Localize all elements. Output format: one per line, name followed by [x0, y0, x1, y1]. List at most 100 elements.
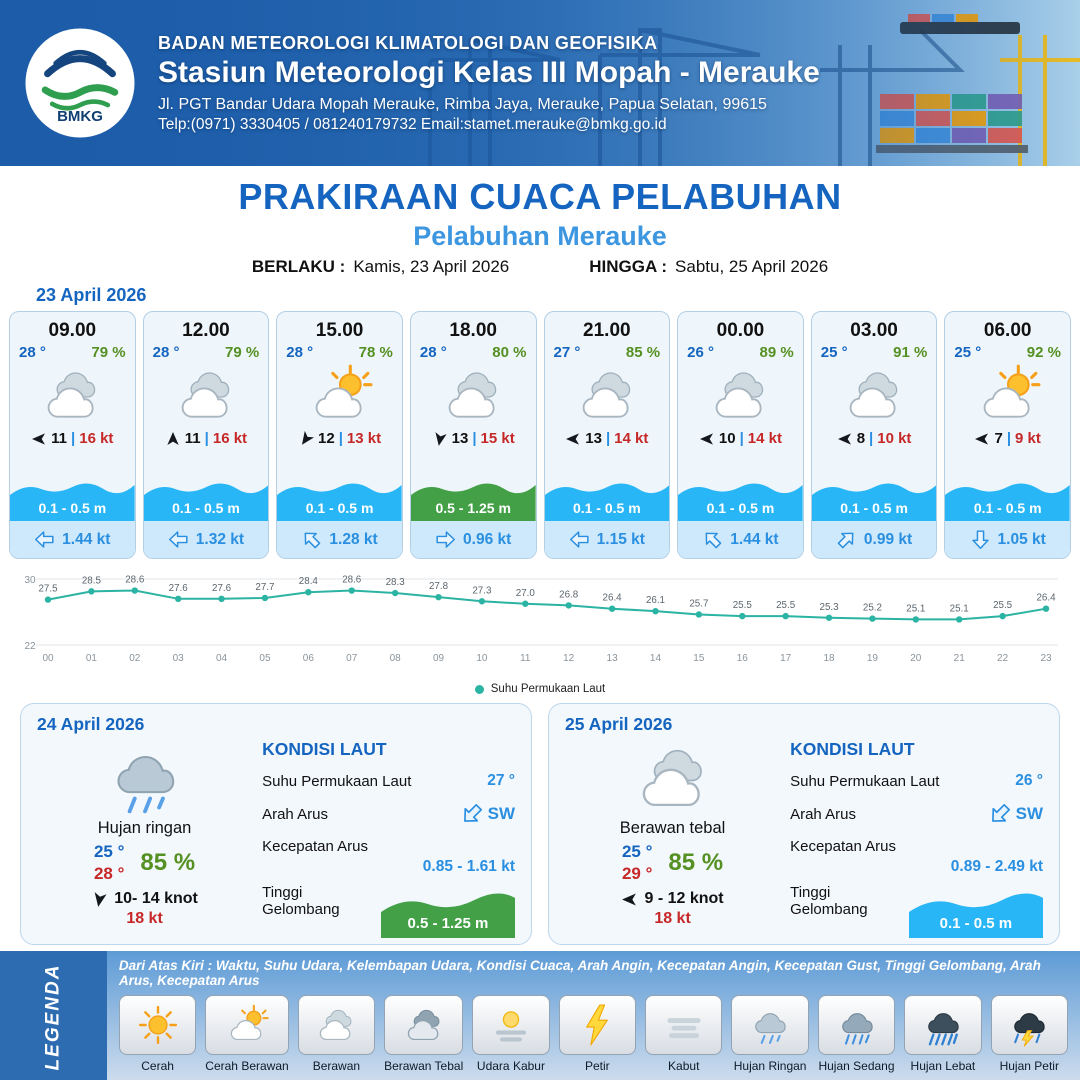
legend-weather-icon [990, 995, 1068, 1055]
wave-height: 0.1 - 0.5 m [38, 500, 107, 516]
wind-speed: 11 [184, 430, 201, 447]
current-direction-icon [970, 529, 991, 550]
sst-line-chart: 30 22 27.5 00 28.5 01 28.6 02 27.6 03 27.6 04 27.7 05… [24, 575, 1058, 664]
legend-item: Kabut [645, 995, 723, 1073]
current-row: 1.32 kt [143, 521, 269, 558]
current-speed-label: Kecepatan Arus [790, 838, 897, 855]
legend-marker-icon [474, 684, 484, 694]
legend-items-row: Cerah Cerah Berawan Berawan Berawan Teba… [118, 995, 1068, 1073]
forecast-time: 09.00 [48, 320, 97, 341]
wind-direction-icon [565, 431, 581, 447]
wave-height-band: 0.1 - 0.5 m [544, 475, 670, 521]
current-speed: 1.28 kt [329, 530, 378, 548]
separator: | [338, 430, 343, 447]
current-direction-icon [988, 802, 1012, 826]
hourly-forecast-card: 12.00 28 ° 79 % 11 | 16 kt 0.1 - 0.5 m 1… [142, 311, 270, 559]
legend-weather-icon [384, 995, 464, 1055]
sst-label: Suhu Permukaan Laut [790, 772, 940, 790]
station-contact: Telp:(0971) 3330405 / 081240179732 Email… [158, 115, 667, 133]
daily-temps-row: 25 ° 29 ° 85 % [622, 842, 723, 884]
validity-row: BERLAKU : Kamis, 23 April 2026 HINGGA : Sa… [0, 257, 1080, 277]
wind-speed: 10 [718, 430, 736, 447]
daily-gust: 18 kt [126, 910, 163, 927]
sea-conditions-title: KONDISI LAUT [262, 739, 387, 759]
wave-height: 0.1 - 0.5 m [973, 500, 1042, 516]
daily-weather-icon [95, 737, 195, 819]
current-direction-label: Arah Arus [790, 805, 856, 823]
current-speed: 1.44 kt [730, 530, 779, 548]
legend-item: Cerah [118, 995, 197, 1073]
separator: | [204, 430, 209, 447]
wind-direction-icon [165, 431, 181, 447]
valid-until-value: Sabtu, 25 April 2026 [675, 257, 829, 276]
air-temperature: 25 ° [954, 344, 982, 361]
legend-item: Hujan Ringan [731, 995, 809, 1073]
svg-text:21: 21 [954, 653, 966, 664]
wave-height-graphic: 0.5 - 1.25 m [380, 888, 515, 938]
daily-date: 24 April 2026 [37, 714, 145, 734]
svg-text:27.3: 27.3 [472, 585, 492, 596]
legend-label: Petir [584, 1059, 610, 1073]
daily-wind-range: 10- 14 knot [114, 890, 198, 907]
svg-text:25.1: 25.1 [906, 603, 925, 614]
svg-text:01: 01 [86, 653, 98, 664]
legend-weather-icon [205, 995, 289, 1055]
daily-temp-min: 25 ° [93, 842, 125, 861]
wind-row: 11 | 16 kt [165, 430, 247, 447]
legend-item: Hujan Sedang [817, 995, 896, 1073]
svg-text:27.8: 27.8 [429, 581, 449, 592]
daily-wind-range: 9 - 12 knot [644, 890, 724, 907]
legend-item: Udara Kabur [472, 995, 550, 1073]
wave-height-value: 0.5 - 1.25 m [407, 915, 489, 932]
wind-direction-icon [91, 891, 108, 908]
daily-weather-column: Berawan tebal 25 ° 29 ° 85 % 9 - 12 knot… [565, 737, 780, 944]
legend-weather-icon [731, 995, 809, 1055]
forecast-date: 23 April 2026 [36, 285, 147, 305]
port-name: Pelabuhan Merauke [413, 221, 667, 251]
legend-label: Cerah [141, 1059, 174, 1073]
svg-text:11: 11 [520, 653, 531, 664]
svg-text:09: 09 [433, 653, 445, 664]
air-temperature: 25 ° [820, 344, 848, 361]
svg-text:27.7: 27.7 [255, 582, 274, 593]
sea-conditions-title: KONDISI LAUT [790, 739, 915, 759]
current-direction-icon [301, 529, 322, 550]
weather-condition-icon [703, 362, 777, 428]
air-temperature: 26 ° [687, 344, 714, 361]
current-speed-value: 0.85 - 1.61 kt [422, 858, 515, 875]
hourly-forecast-card: 18.00 28 ° 80 % 13 | 15 kt 0.5 - 1.25 m … [409, 311, 537, 559]
wind-direction-icon [974, 431, 990, 447]
daily-temp-max: 28 ° [93, 864, 125, 883]
legend-description: Dari Atas Kiri : Waktu, Suhu Udara, Kele… [118, 958, 1041, 988]
current-speed: 1.32 kt [195, 530, 245, 548]
separator: | [605, 430, 611, 447]
wind-row: 7 | 9 kt [974, 430, 1041, 447]
legend-label: Hujan Lebat [910, 1059, 976, 1073]
svg-text:25.7: 25.7 [689, 598, 708, 609]
title-block: PRAKIRAAN CUACA PELABUHAN Pelabuhan Mera… [0, 166, 1080, 277]
legend-label: Berawan [312, 1059, 361, 1073]
wind-speed: 13 [585, 430, 602, 447]
legend-item: Hujan Petir [990, 995, 1068, 1073]
svg-text:12: 12 [563, 653, 575, 664]
svg-text:22: 22 [24, 641, 36, 652]
svg-text:26.4: 26.4 [1036, 593, 1056, 604]
wave-height-band: 0.1 - 0.5 m [277, 475, 402, 521]
svg-text:13: 13 [607, 653, 619, 664]
station-address: Jl. PGT Bandar Udara Mopah Merauke, Rimb… [158, 95, 767, 113]
wave-height-band: 0.1 - 0.5 m [10, 475, 135, 521]
svg-text:27.6: 27.6 [212, 583, 232, 594]
legend-item: Petir [558, 995, 637, 1073]
temp-humidity-row: 28 ° 79 % [144, 342, 269, 361]
current-direction: SW [487, 804, 515, 823]
daily-forecast-card: 24 April 2026 Hujan ringan 25 ° 28 ° 85 … [20, 703, 532, 945]
current-direction: SW [1015, 804, 1043, 823]
svg-text:25.5: 25.5 [993, 600, 1013, 611]
wave-height: 0.1 - 0.5 m [305, 500, 374, 516]
wind-row: 8 | 10 kt [837, 430, 911, 447]
station-name: Stasiun Meteorologi Kelas III Mopah - Me… [158, 55, 820, 89]
current-row: 1.44 kt [678, 521, 803, 558]
svg-text:27.0: 27.0 [516, 588, 536, 599]
svg-text:04: 04 [216, 653, 228, 664]
wave-height-label: Tinggi Gelombang [790, 884, 868, 918]
